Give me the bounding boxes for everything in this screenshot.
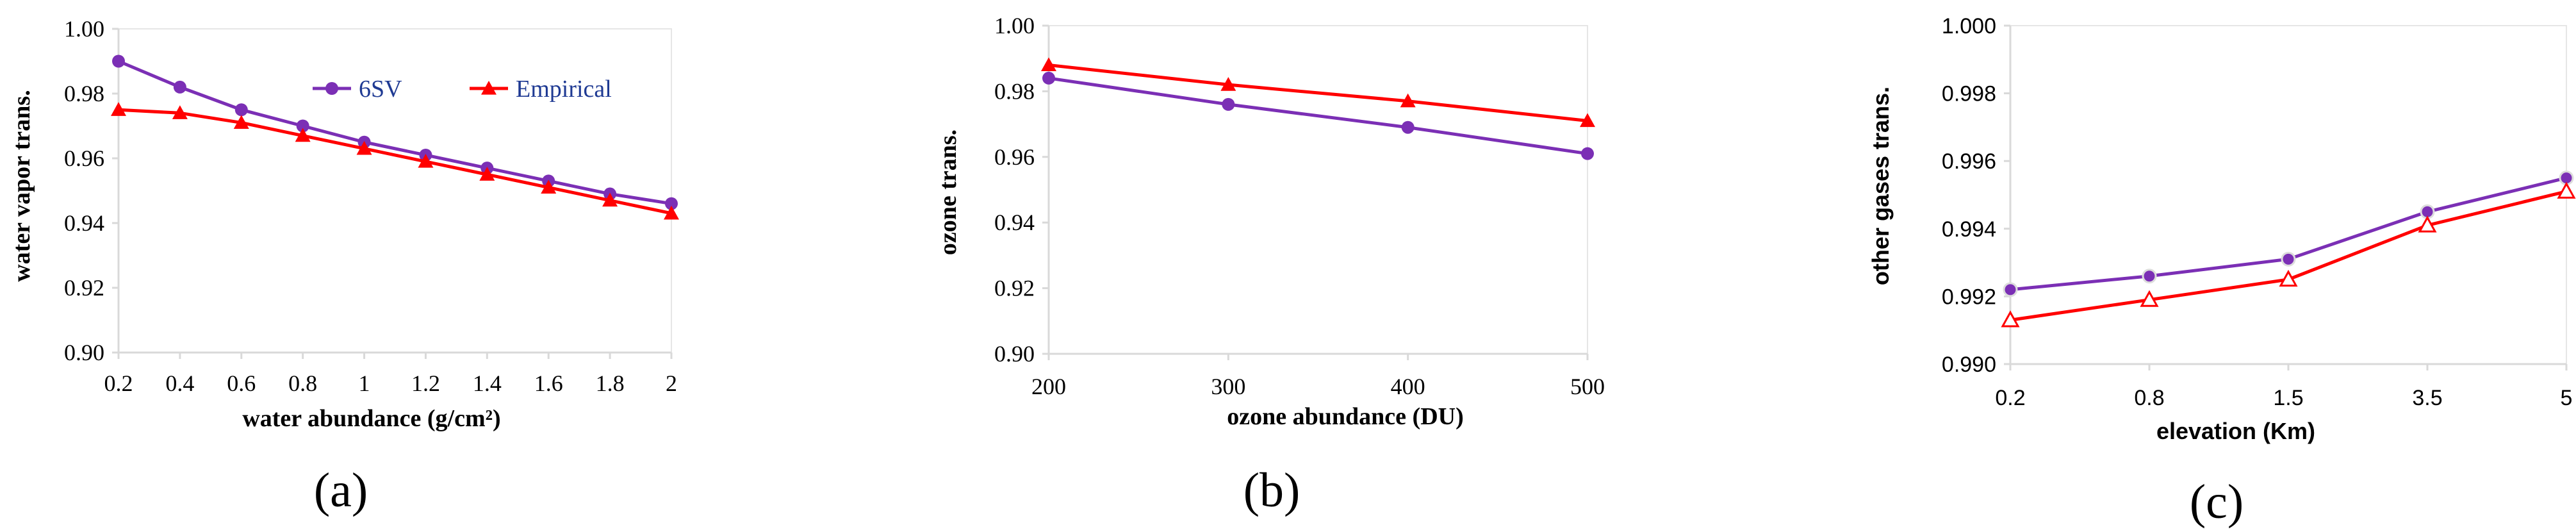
- panel-a-point-empirical: [418, 154, 434, 168]
- panel-c-x-tick-label: 0.2: [1995, 386, 2025, 410]
- panel-a-y-tick-label: 0.96: [64, 145, 104, 171]
- panel-c-point-6sv: [2003, 282, 2018, 297]
- panel-b-point-empirical: [1041, 57, 1056, 72]
- panel-b-x-tick-label: 300: [1211, 374, 1245, 399]
- panel-a-point-6sv: [173, 80, 186, 94]
- panel-b-y-tick-label: 0.98: [994, 78, 1035, 104]
- panel-a-y-tick-label: 0.94: [64, 210, 104, 236]
- panel-c-point-empirical: [2140, 290, 2159, 307]
- panel-a-point-empirical: [295, 128, 311, 142]
- panel-b-x-tick-label: 400: [1391, 374, 1425, 399]
- panel-b: ozone trans. ozone abundance (DU) (b) 0.…: [935, 13, 1605, 517]
- panel-a-x-tick-label: 2: [666, 370, 677, 396]
- panel-a-y-tick-label: 0.98: [64, 81, 104, 106]
- panel-a-point-empirical: [541, 179, 557, 194]
- panel-a-x-tick-label: 1: [359, 370, 370, 396]
- panel-a-point-6sv: [234, 103, 248, 117]
- panel-a-series-empirical-line: [118, 108, 672, 215]
- panel-a-y-tick-label: 1.00: [64, 16, 104, 42]
- panel-a-x-tick-label: 1.4: [473, 370, 502, 396]
- panel-a-series-6sv-line: [118, 60, 672, 206]
- legend-empirical-label: Empirical: [516, 76, 612, 103]
- panel-a-y-tick-label: 0.92: [64, 275, 104, 301]
- legend-6sv-marker: [325, 82, 338, 95]
- panel-c-x-tick-label: 0.8: [2134, 386, 2164, 410]
- panel-a-ylabel: water vapor trans.: [8, 90, 35, 281]
- panel-c-point-empirical: [2279, 269, 2298, 287]
- legend-empirical-marker: [481, 81, 496, 95]
- panel-a-point-6sv: [296, 119, 309, 133]
- panel-b-point-empirical: [1400, 93, 1416, 108]
- panel-a-point-empirical: [233, 115, 249, 129]
- panel-b-x-tick-label: 500: [1570, 374, 1605, 399]
- panel-c-point-empirical: [2001, 310, 2020, 328]
- panel-a-xlabel: water abundance (g/cm²): [242, 405, 500, 432]
- panel-a-point-empirical: [602, 192, 618, 207]
- panel-a-x-tick-label: 1.2: [411, 370, 440, 396]
- panel-b-y-tick-label: 0.94: [994, 210, 1035, 235]
- panel-a: water vapor trans. water abundance (g/cm…: [8, 16, 679, 517]
- panel-c: other gases trans. elevation (Km) (c) 0.…: [1867, 14, 2576, 529]
- panel-c-point-6sv: [2142, 269, 2157, 284]
- panel-a-x-tick-label: 0.6: [227, 370, 256, 396]
- panel-a-point-empirical: [479, 167, 495, 181]
- panel-c-y-tick-label: 0.998: [1942, 82, 1996, 106]
- panel-b-point-6sv: [1581, 147, 1594, 160]
- panel-a-x-tick-label: 1.6: [534, 370, 563, 396]
- panel-a-point-6sv: [665, 197, 678, 210]
- legend-6sv-label: 6SV: [359, 76, 402, 103]
- panel-c-point-6sv: [2281, 251, 2296, 267]
- panel-c-ylabel: other gases trans.: [1867, 87, 1894, 285]
- panel-b-xlabel: ozone abundance (DU): [1227, 403, 1463, 430]
- panel-b-point-empirical: [1220, 77, 1236, 91]
- panel-a-x-tick-label: 0.8: [288, 370, 317, 396]
- panel-c-y-tick-label: 0.996: [1942, 149, 1996, 174]
- panel-c-xlabel: elevation (Km): [2156, 418, 2315, 444]
- panel-b-ylabel: ozone trans.: [935, 129, 962, 255]
- panel-a-label: (a): [314, 463, 368, 517]
- panel-b-y-tick-label: 0.92: [994, 276, 1035, 301]
- panel-b-y-tick-label: 0.90: [994, 341, 1035, 367]
- panel-a-x-tick-label: 0.4: [165, 370, 194, 396]
- panel-b-point-empirical: [1580, 113, 1595, 128]
- panel-c-point-empirical: [2418, 215, 2437, 233]
- panel-c-plot-area: [2010, 25, 2567, 365]
- panel-c-y-tick-label: 0.994: [1942, 217, 1996, 242]
- panel-b-y-tick-label: 0.96: [994, 144, 1035, 170]
- panel-a-x-tick-label: 1.8: [596, 370, 625, 396]
- panel-b-x-tick-label: 200: [1031, 374, 1066, 399]
- panel-b-series-empirical-line: [1048, 63, 1588, 122]
- panel-c-y-tick-label: 0.990: [1942, 353, 1996, 377]
- panel-c-label: (c): [2190, 475, 2244, 529]
- panel-a-point-empirical: [111, 102, 126, 116]
- panel-b-label: (b): [1243, 463, 1300, 517]
- panel-a-x-tick-label: 0.2: [104, 370, 133, 396]
- panel-a-point-empirical: [172, 105, 188, 119]
- panel-a-point-empirical: [664, 205, 679, 220]
- panel-c-y-tick-label: 0.992: [1942, 285, 1996, 309]
- panel-c-x-tick-label: 5: [2561, 386, 2573, 410]
- panel-a-point-empirical: [356, 140, 372, 155]
- panel-c-x-tick-label: 3.5: [2412, 386, 2442, 410]
- panel-b-series-6sv-line: [1048, 76, 1588, 156]
- panel-a-point-6sv: [112, 54, 125, 68]
- panel-b-point-6sv: [1042, 71, 1055, 85]
- panel-b-point-6sv: [1222, 97, 1235, 111]
- panel-b-point-6sv: [1401, 121, 1415, 134]
- panel-c-y-tick-label: 1.000: [1942, 14, 1996, 38]
- panel-b-y-tick-label: 1.00: [994, 13, 1035, 38]
- panel-a-y-tick-label: 0.90: [64, 340, 104, 365]
- panel-c-x-tick-label: 1.5: [2273, 386, 2303, 410]
- panel-c-point-empirical: [2557, 181, 2576, 199]
